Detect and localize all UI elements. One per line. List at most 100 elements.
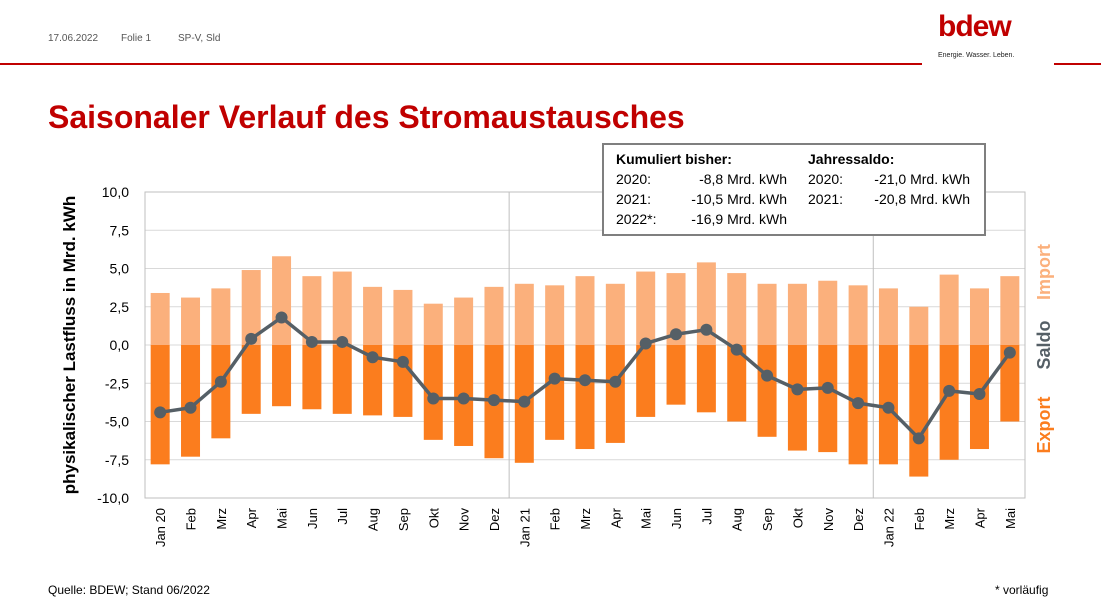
info-box: Kumuliert bisher: 2020: -8,8 Mrd. kWh 202…: [602, 143, 986, 236]
export-bar: [666, 345, 686, 405]
y-tick-label: 7,5: [110, 222, 130, 238]
header-rule-right: [1054, 63, 1101, 65]
logo-wordmark: bdew: [938, 10, 1012, 43]
import-bar: [787, 283, 807, 345]
y-tick-label: -2,5: [105, 375, 129, 391]
export-bar: [757, 345, 777, 437]
import-bar: [666, 273, 686, 345]
export-bar: [393, 345, 413, 417]
import-bar: [484, 286, 504, 345]
slide-number: Folie 1: [121, 33, 152, 44]
saldo-point: [973, 387, 986, 400]
x-tick-label: Dez: [851, 508, 866, 531]
saldo-point: [1003, 346, 1016, 359]
x-tick-label: Jun: [669, 508, 684, 529]
info-row: 2020: -21,0 Mrd. kWh: [808, 171, 970, 191]
export-bar: [818, 345, 838, 453]
info-row-label: 2022*:: [616, 211, 657, 227]
export-bar: [787, 345, 807, 451]
logo-tagline: Energie. Wasser. Leben.: [938, 52, 1015, 59]
x-tick-label: Apr: [608, 507, 623, 528]
x-tick-label: Sep: [760, 508, 775, 531]
import-bar: [575, 276, 595, 345]
info-annual: Jahressaldo: 2020: -21,0 Mrd. kWh 2021: -2…: [808, 151, 970, 211]
saldo-point: [821, 381, 834, 394]
info-row-value: -20,8 Mrd. kWh: [874, 191, 970, 207]
export-bar: [272, 345, 292, 407]
x-tick-label: Jan 20: [153, 508, 168, 547]
export-bar: [241, 345, 261, 414]
import-bar: [848, 285, 868, 345]
export-bar: [181, 345, 201, 457]
import-bar: [909, 306, 929, 345]
saldo-point: [700, 323, 713, 336]
import-bar: [272, 256, 292, 345]
import-bar: [727, 273, 747, 345]
info-row-value: -21,0 Mrd. kWh: [874, 171, 970, 187]
y-tick-label: -5,0: [105, 414, 129, 430]
x-tick-label: Nov: [457, 508, 472, 532]
saldo-point: [518, 395, 531, 408]
export-bar: [1000, 345, 1020, 422]
export-bar: [575, 345, 595, 450]
export-bar: [545, 345, 565, 440]
x-tick-label: Sep: [396, 508, 411, 531]
x-tick-label: Aug: [366, 508, 381, 531]
import-bar: [939, 274, 959, 345]
import-bar: [1000, 276, 1020, 345]
info-row-label: 2021:: [808, 191, 844, 207]
saldo-point: [609, 375, 622, 388]
import-bar: [514, 283, 534, 345]
info-row-label: 2021:: [616, 191, 652, 207]
saldo-point: [791, 383, 804, 396]
saldo-point: [943, 384, 956, 397]
import-bar: [636, 271, 656, 345]
info-cumulative: Kumuliert bisher: 2020: -8,8 Mrd. kWh 202…: [616, 151, 787, 231]
x-tick-label: Mrz: [214, 508, 229, 530]
import-bar: [302, 276, 322, 345]
info-row-value: -10,5 Mrd. kWh: [691, 191, 787, 207]
import-bar: [363, 286, 383, 345]
import-bar: [878, 288, 898, 345]
x-tick-label: Jun: [305, 508, 320, 529]
export-bar: [605, 345, 625, 443]
x-tick-label: Feb: [548, 508, 563, 530]
export-bar: [302, 345, 322, 410]
preliminary-note: * vorläufig: [995, 583, 1049, 597]
import-bar: [818, 280, 838, 345]
slide-date: 17.06.2022: [48, 33, 99, 44]
saldo-point: [852, 397, 865, 410]
y-tick-label: -10,0: [97, 490, 129, 506]
import-bar: [241, 270, 261, 345]
import-bar: [211, 288, 231, 345]
import-bar: [545, 285, 565, 345]
saldo-point: [457, 392, 470, 405]
y-tick-label: 0,0: [110, 337, 130, 353]
saldo-point: [305, 335, 318, 348]
y-tick-label: 5,0: [110, 261, 130, 277]
export-bar: [423, 345, 443, 440]
saldo-point: [670, 328, 683, 341]
saldo-point: [427, 392, 440, 405]
legend-entry: Saldo: [1034, 320, 1054, 369]
saldo-point: [882, 401, 895, 414]
saldo-point: [184, 401, 197, 414]
saldo-point: [154, 406, 167, 419]
info-annual-heading: Jahressaldo:: [808, 151, 895, 167]
saldo-point: [730, 343, 743, 356]
x-tick-label: Jan 21: [517, 508, 532, 547]
export-bar: [636, 345, 656, 417]
x-tick-label: Feb: [184, 508, 199, 530]
x-tick-label: Mrz: [578, 508, 593, 530]
info-cumulative-heading: Kumuliert bisher:: [616, 151, 732, 167]
info-row: 2020: -8,8 Mrd. kWh: [616, 171, 787, 191]
x-tick-label: Aug: [730, 508, 745, 531]
x-tick-label: Dez: [487, 508, 502, 531]
info-row: 2021: -20,8 Mrd. kWh: [808, 191, 970, 211]
x-tick-label: Mai: [275, 508, 290, 529]
import-bar: [757, 283, 777, 345]
info-row: 2021: -10,5 Mrd. kWh: [616, 191, 787, 211]
x-tick-label: Mai: [639, 508, 654, 529]
import-bar: [454, 297, 474, 345]
